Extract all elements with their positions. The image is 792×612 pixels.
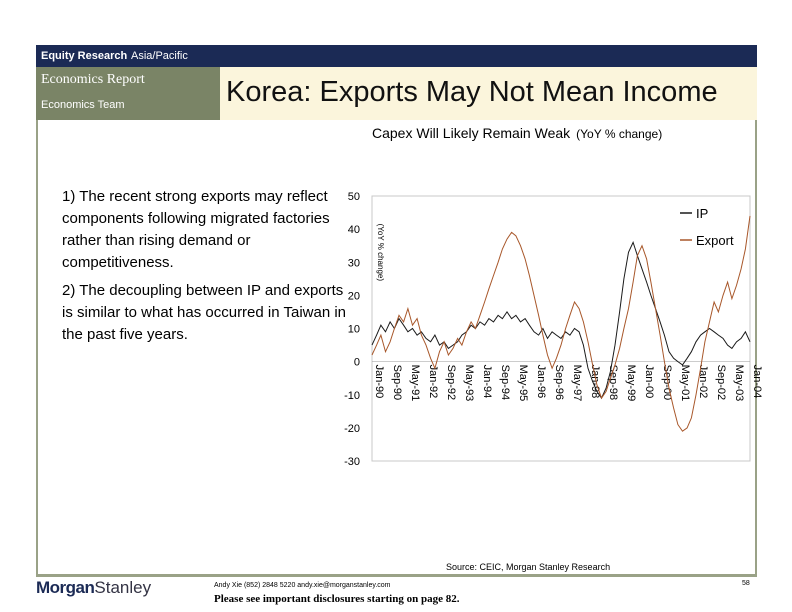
x-tick-label: Sep-92 [445, 365, 457, 400]
x-tick-label: May-93 [463, 365, 475, 402]
bullet-point-2: 2) The decoupling between IP and exports… [62, 282, 347, 343]
bullet-point-1: 1) The recent strong exports may reflect… [62, 188, 330, 271]
y-tick-label: 20 [348, 290, 360, 302]
x-tick-label: Sep-94 [499, 365, 511, 400]
x-tick-label: Jan-00 [643, 365, 655, 399]
page-title: Korea: Exports May Not Mean Income [226, 76, 718, 108]
x-tick-label: May-97 [571, 365, 583, 402]
x-tick-label: Sep-96 [553, 365, 565, 400]
research-header-bar: Equity Research Asia/Pacific [36, 45, 757, 67]
report-type: Economics Report [41, 72, 145, 87]
logo-word-bold: Morgan [36, 578, 95, 597]
x-tick-label: Sep-90 [391, 365, 403, 400]
x-tick-label: May-03 [733, 365, 745, 402]
chart-title-text: Capex Will Likely Remain Weak [372, 125, 571, 141]
x-tick-label: Jan-96 [535, 365, 547, 399]
x-tick-label: May-91 [409, 365, 421, 402]
section-label: Equity Research [41, 50, 128, 62]
y-axis-label: (YoY % change) [376, 224, 385, 282]
x-tick-label: Jan-04 [751, 365, 762, 399]
y-tick-label: -20 [344, 423, 360, 435]
x-tick-label: May-01 [679, 365, 691, 402]
x-tick-label: Jan-94 [481, 365, 493, 399]
region-label: Asia/Pacific [131, 50, 188, 62]
footer-divider [36, 576, 757, 577]
team-name: Economics Team [41, 99, 125, 111]
series-line-export [371, 215, 751, 432]
y-tick-label: -10 [344, 390, 360, 402]
x-tick-label: May-99 [625, 365, 637, 402]
disclosure-note: Please see important disclosures startin… [214, 593, 460, 605]
line-chart: -30 -20 -10 0 10 20 30 40 50 (YoY % change) Jan-90… [344, 191, 762, 468]
x-tick-label: Sep-02 [715, 365, 727, 400]
source-note: Source: CEIC, Morgan Stanley Research [446, 562, 611, 572]
y-tick-label: 0 [354, 357, 360, 369]
content-frame [36, 120, 757, 576]
y-tick-label: 30 [348, 257, 360, 269]
y-tick-label: 50 [348, 191, 360, 203]
plot-area [371, 195, 751, 462]
logo-word-light: Stanley [94, 578, 152, 597]
x-tick-label: Sep-00 [661, 365, 673, 400]
y-tick-label: 40 [348, 224, 360, 236]
page-number: 58 [742, 580, 750, 587]
chart-title: Capex Will Likely Remain Weak (YoY % chan… [372, 125, 662, 141]
x-tick-label: Jan-98 [589, 365, 601, 399]
chart-unit: (YoY % change) [576, 127, 663, 141]
title-box: Korea: Exports May Not Mean Income [220, 67, 757, 120]
y-tick-label: 10 [348, 324, 360, 336]
analyst-contact: Andy Xie (852) 2848 5220 andy.xie@morgan… [214, 582, 391, 589]
series-line-ip [371, 241, 751, 400]
x-tick-label: May-95 [517, 365, 529, 402]
x-tick-label: Jan-90 [373, 365, 385, 399]
y-tick-label: -30 [344, 456, 360, 468]
legend-label: IP [696, 206, 708, 221]
x-tick-label: Jan-92 [427, 365, 439, 399]
company-logo: MorganStanley [36, 578, 151, 598]
legend-label: Export [696, 233, 734, 248]
